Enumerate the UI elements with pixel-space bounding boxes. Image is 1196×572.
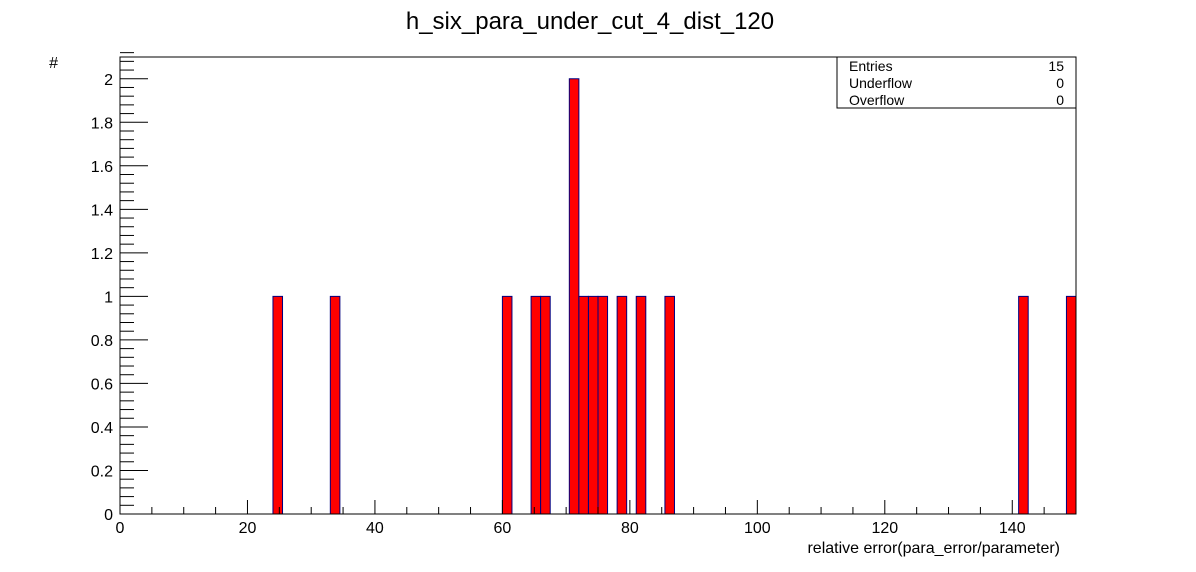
x-tick-label: 40 bbox=[366, 520, 384, 537]
stats-entries-label: Entries bbox=[849, 58, 893, 74]
y-tick-label: 1.2 bbox=[91, 246, 113, 263]
stats-underflow-label: Underflow bbox=[849, 75, 913, 91]
x-axis-ticks: 0 20 40 60 80 100 120 140 bbox=[116, 500, 1077, 537]
x-axis-label: relative error(para_error/parameter) bbox=[807, 540, 1060, 557]
y-tick-label: 1.6 bbox=[91, 159, 113, 176]
histogram-bar bbox=[568, 78, 580, 515]
histogram-bar bbox=[272, 295, 284, 515]
x-tick-label: 140 bbox=[999, 520, 1026, 537]
x-tick-label: 0 bbox=[116, 520, 125, 537]
x-tick-label: 80 bbox=[621, 520, 639, 537]
y-tick-label: 1 bbox=[104, 289, 113, 306]
stats-overflow-label: Overflow bbox=[849, 92, 905, 108]
y-axis-ticks: 0 0.2 0.4 0.6 0.8 1 1.2 1.4 1.6 1.8 2 bbox=[91, 52, 148, 524]
histogram-bar bbox=[597, 295, 609, 515]
x-tick-label: 60 bbox=[494, 520, 512, 537]
y-tick-label: 0.8 bbox=[91, 333, 113, 350]
stats-underflow-value: 0 bbox=[1056, 75, 1064, 91]
histogram-bar bbox=[1065, 295, 1077, 515]
y-tick-label: 0.6 bbox=[91, 376, 113, 393]
x-tick-label: 100 bbox=[744, 520, 771, 537]
histogram-bar bbox=[540, 295, 551, 515]
histogram-bar bbox=[329, 295, 341, 515]
stats-overflow-value: 0 bbox=[1056, 92, 1064, 108]
histogram-bar bbox=[635, 295, 647, 515]
plot-frame bbox=[119, 56, 1077, 515]
histogram-bar bbox=[501, 295, 513, 515]
y-tick-label: 1.8 bbox=[91, 115, 113, 132]
histogram-bar bbox=[616, 295, 628, 515]
y-tick-label: 0.4 bbox=[91, 420, 113, 437]
stats-entries-value: 15 bbox=[1048, 58, 1064, 74]
y-tick-label: 1.4 bbox=[91, 202, 113, 219]
histogram-bar bbox=[587, 295, 599, 515]
stats-box: Entries 15 Underflow 0 Overflow 0 bbox=[836, 56, 1077, 109]
histogram-bars bbox=[272, 78, 1077, 515]
chart-title: h_six_para_under_cut_4_dist_120 bbox=[406, 8, 774, 35]
histogram-bar bbox=[530, 295, 542, 515]
y-axis-label: # bbox=[49, 55, 58, 72]
x-tick-label: 120 bbox=[871, 520, 898, 537]
histogram-bar bbox=[664, 295, 675, 515]
y-tick-label: 0 bbox=[104, 507, 113, 524]
x-tick-label: 20 bbox=[239, 520, 257, 537]
y-tick-label: 2 bbox=[104, 72, 113, 89]
histogram-bar bbox=[1018, 295, 1029, 515]
stats-box-border bbox=[836, 56, 1077, 109]
histogram-bar bbox=[578, 295, 589, 515]
y-tick-label: 0.2 bbox=[91, 463, 113, 480]
